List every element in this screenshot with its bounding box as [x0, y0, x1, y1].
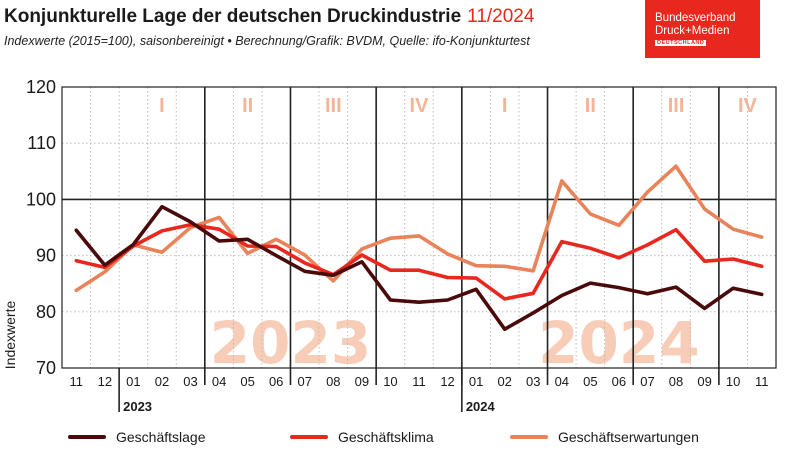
x-tick-label: 12: [440, 374, 454, 389]
x-tick-label: 02: [155, 374, 169, 389]
chart-title: Konjunkturelle Lage der deutschen Drucki…: [4, 6, 534, 28]
x-tick-label: 03: [183, 374, 197, 389]
x-tick-label: 01: [469, 374, 483, 389]
year-watermark-1: 2024: [538, 309, 699, 377]
legend-label-geschaeftserwartungen: Geschäftserwartungen: [558, 429, 699, 445]
logo-line-2: Druck+Medien: [655, 25, 730, 37]
y-tick-label: 120: [26, 77, 56, 97]
x-tick-label: 06: [269, 374, 283, 389]
x-tick-label: 11: [755, 374, 769, 389]
legend-item-geschaeftsklima: Geschäftsklima: [290, 426, 434, 448]
y-tick-label: 80: [36, 302, 56, 322]
plot-frame: [61, 86, 777, 369]
title-text: Konjunkturelle Lage der deutschen Drucki…: [4, 6, 462, 27]
bvdm-logo: Bundesverband Druck+Medien DEUTSCHLAND: [645, 0, 760, 58]
quarter-label: III: [668, 95, 685, 117]
series-line-1: [74, 222, 764, 301]
legend-swatch-geschaeftslage: [68, 435, 106, 439]
x-tick-label: 01: [126, 374, 140, 389]
logo-line-3: DEUTSCHLAND: [655, 40, 707, 46]
logo-line-1: Bundesverband: [655, 12, 736, 24]
x-tick-label: 08: [669, 374, 683, 389]
legend: Geschäftslage Geschäftsklima Geschäftser…: [0, 426, 800, 448]
quarter-label: I: [159, 95, 165, 117]
legend-label-geschaeftsklima: Geschäftsklima: [338, 429, 434, 445]
legend-swatch-geschaeftsklima: [290, 435, 328, 439]
x-tick-label: 10: [383, 374, 397, 389]
x-tick-label: 02: [497, 374, 511, 389]
quarter-label: IV: [410, 95, 430, 117]
title-date: 11/2024: [467, 6, 535, 27]
x-tick-label: 05: [583, 374, 597, 389]
legend-item-geschaeftslage: Geschäftslage: [68, 426, 206, 448]
x-tick-label: 03: [526, 374, 540, 389]
series-line-2: [74, 164, 764, 293]
x-tick-label: 08: [326, 374, 340, 389]
chart-subtitle: Indexwerte (2015=100), saisonbereinigt •…: [4, 34, 530, 48]
x-tick-label: 12: [98, 374, 112, 389]
year-label: 2024: [466, 399, 496, 414]
x-tick-label: 07: [298, 374, 312, 389]
y-tick-label: 100: [26, 189, 56, 209]
legend-item-geschaeftserwartungen: Geschäftserwartungen: [510, 426, 699, 448]
x-tick-label: 09: [355, 374, 369, 389]
y-axis-label: Indexwerte: [2, 301, 18, 370]
year-label: 2023: [123, 399, 152, 414]
y-tick-label: 70: [36, 358, 56, 378]
x-tick-label: 11: [412, 374, 426, 389]
x-tick-label: 11: [70, 374, 84, 389]
x-tick-label: 09: [697, 374, 711, 389]
legend-label-geschaeftslage: Geschäftslage: [116, 429, 206, 445]
x-tick-label: 05: [240, 374, 254, 389]
x-tick-label: 04: [555, 374, 569, 389]
quarter-label: IV: [738, 95, 758, 117]
quarter-label: II: [242, 95, 253, 117]
quarter-label: I: [502, 95, 508, 117]
x-tick-label: 04: [212, 374, 226, 389]
quarter-label: III: [325, 95, 342, 117]
x-tick-label: 06: [612, 374, 626, 389]
x-tick-label: 10: [726, 374, 740, 389]
y-tick-label: 110: [27, 133, 56, 153]
quarter-label: II: [585, 95, 596, 117]
series-line-0: [74, 204, 764, 332]
x-tick-label: 07: [640, 374, 654, 389]
y-tick-label: 90: [36, 246, 56, 266]
legend-swatch-geschaeftserwartungen: [510, 435, 548, 439]
